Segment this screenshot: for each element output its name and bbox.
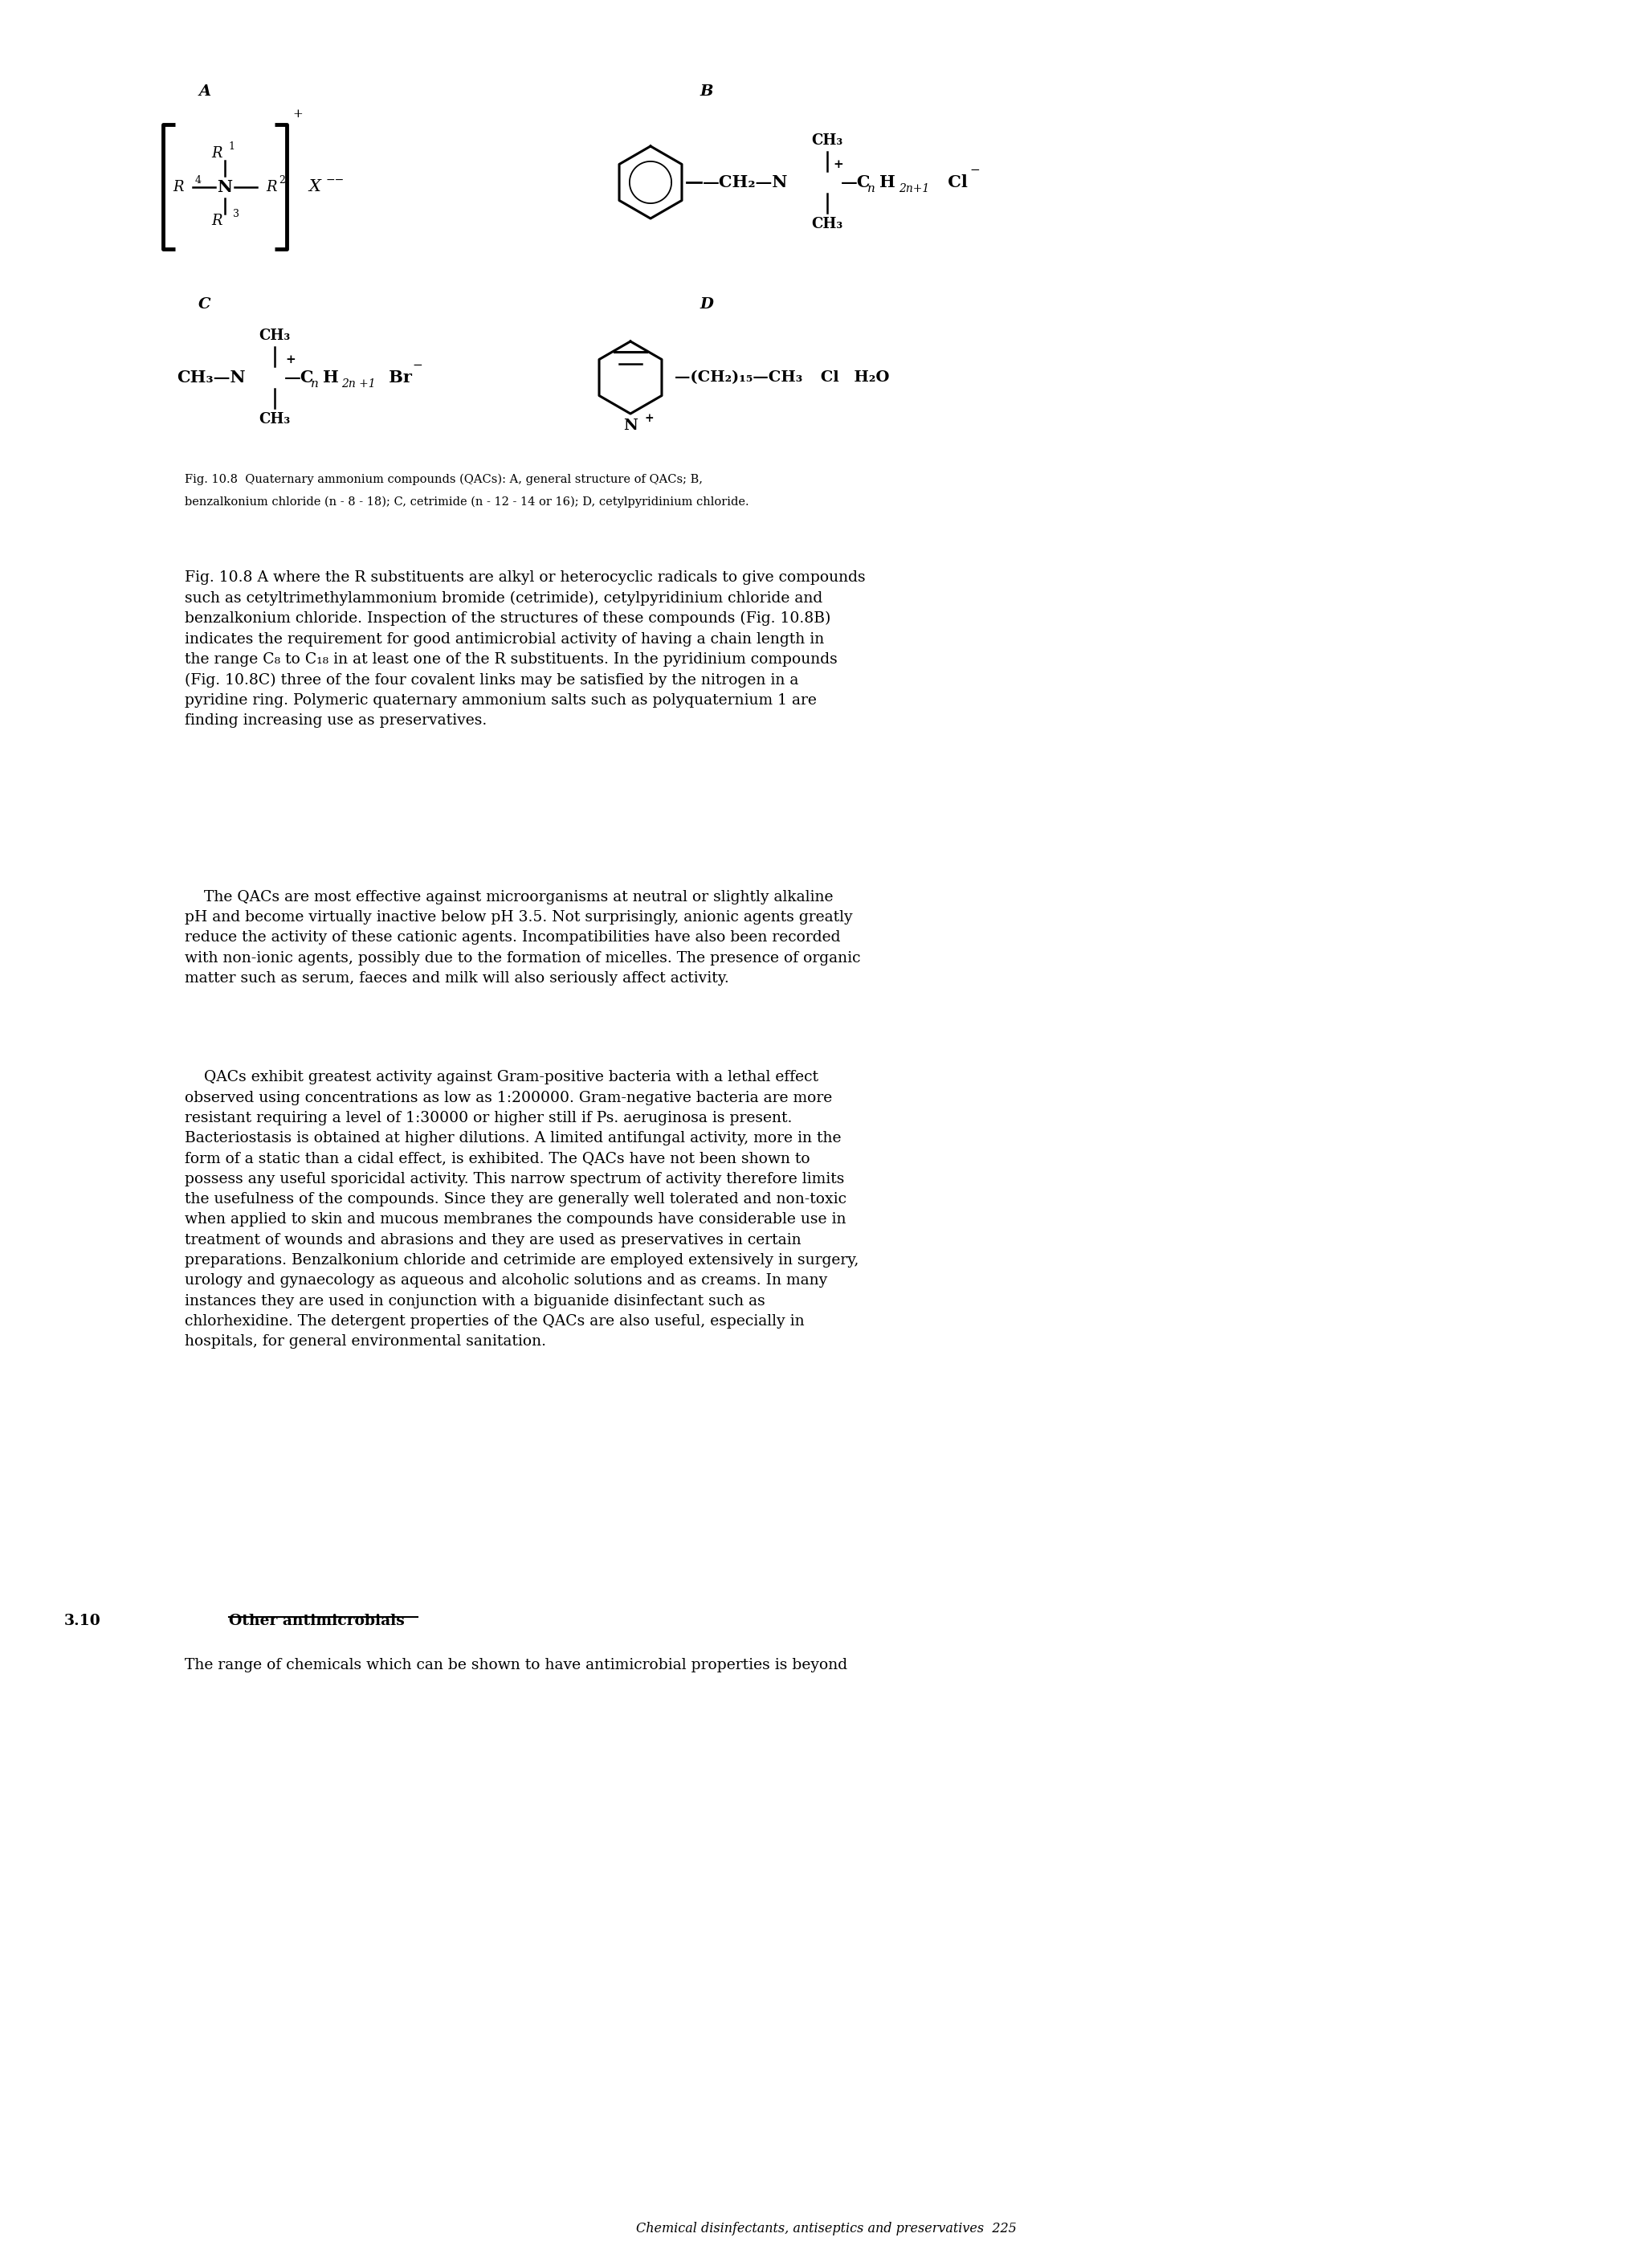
Text: benzalkonium chloride (n - 8 - 18); C, cetrimide (n - 12 - 14 or 16); D, cetylpy: benzalkonium chloride (n - 8 - 18); C, c… xyxy=(185,496,748,508)
Text: N: N xyxy=(216,179,233,195)
Text: —C: —C xyxy=(841,174,871,190)
Text: −: − xyxy=(411,360,423,372)
Text: —C: —C xyxy=(284,369,314,385)
Text: Fig. 10.8  Quaternary ammonium compounds (QACs): A, general structure of QACs; B: Fig. 10.8 Quaternary ammonium compounds … xyxy=(185,474,702,485)
Text: 2n +1: 2n +1 xyxy=(342,378,375,390)
Text: +: + xyxy=(292,109,302,120)
Text: D: D xyxy=(700,297,714,313)
Text: H₂O: H₂O xyxy=(843,369,889,385)
Text: 1: 1 xyxy=(228,140,235,152)
Text: The range of chemicals which can be shown to have antimicrobial properties is be: The range of chemicals which can be show… xyxy=(185,1659,847,1672)
Text: +: + xyxy=(644,412,654,424)
Text: 4: 4 xyxy=(195,174,202,186)
Text: 3: 3 xyxy=(233,208,240,220)
Text: R: R xyxy=(211,145,223,161)
Text: CH₃: CH₃ xyxy=(259,412,291,426)
Text: CH₃: CH₃ xyxy=(259,329,291,342)
Text: B: B xyxy=(700,84,714,100)
Text: +: + xyxy=(286,353,296,365)
Text: The QACs are most effective against microorganisms at neutral or slightly alkali: The QACs are most effective against micr… xyxy=(185,891,861,986)
Text: R: R xyxy=(211,213,223,227)
Text: H: H xyxy=(322,369,339,385)
Text: 2: 2 xyxy=(279,174,286,186)
Text: 3.10: 3.10 xyxy=(64,1613,101,1629)
Text: Chemical disinfectants, antiseptics and preservatives  225: Chemical disinfectants, antiseptics and … xyxy=(636,2223,1016,2237)
Text: R: R xyxy=(266,179,276,195)
Text: C: C xyxy=(198,297,211,313)
Text: QACs exhibit greatest activity against Gram-positive bacteria with a lethal effe: QACs exhibit greatest activity against G… xyxy=(185,1070,859,1348)
Text: H: H xyxy=(879,174,895,190)
Text: —(CH₂)₁₅—CH₃: —(CH₂)₁₅—CH₃ xyxy=(674,369,803,385)
Text: −−: −− xyxy=(325,174,345,186)
Text: X: X xyxy=(309,179,320,195)
Text: −: − xyxy=(970,165,980,177)
Text: —CH₂—N: —CH₂—N xyxy=(702,174,788,190)
Text: R: R xyxy=(173,179,183,195)
Text: n: n xyxy=(311,378,319,390)
Text: 2n+1: 2n+1 xyxy=(899,184,930,195)
Text: n: n xyxy=(867,184,876,195)
Text: CH₃: CH₃ xyxy=(811,134,843,147)
Text: CH₃: CH₃ xyxy=(811,218,843,231)
Text: N: N xyxy=(623,419,638,433)
Text: CH₃—N: CH₃—N xyxy=(177,369,246,385)
Text: +: + xyxy=(833,159,843,170)
Text: A: A xyxy=(198,84,211,100)
Text: Other antimicrobials: Other antimicrobials xyxy=(230,1613,405,1629)
Text: Br: Br xyxy=(383,369,411,385)
Text: Cl: Cl xyxy=(942,174,968,190)
Text: Fig. 10.8 A where the R substituents are alkyl or heterocyclic radicals to give : Fig. 10.8 A where the R substituents are… xyxy=(185,571,866,727)
Text: Cl: Cl xyxy=(814,369,839,385)
